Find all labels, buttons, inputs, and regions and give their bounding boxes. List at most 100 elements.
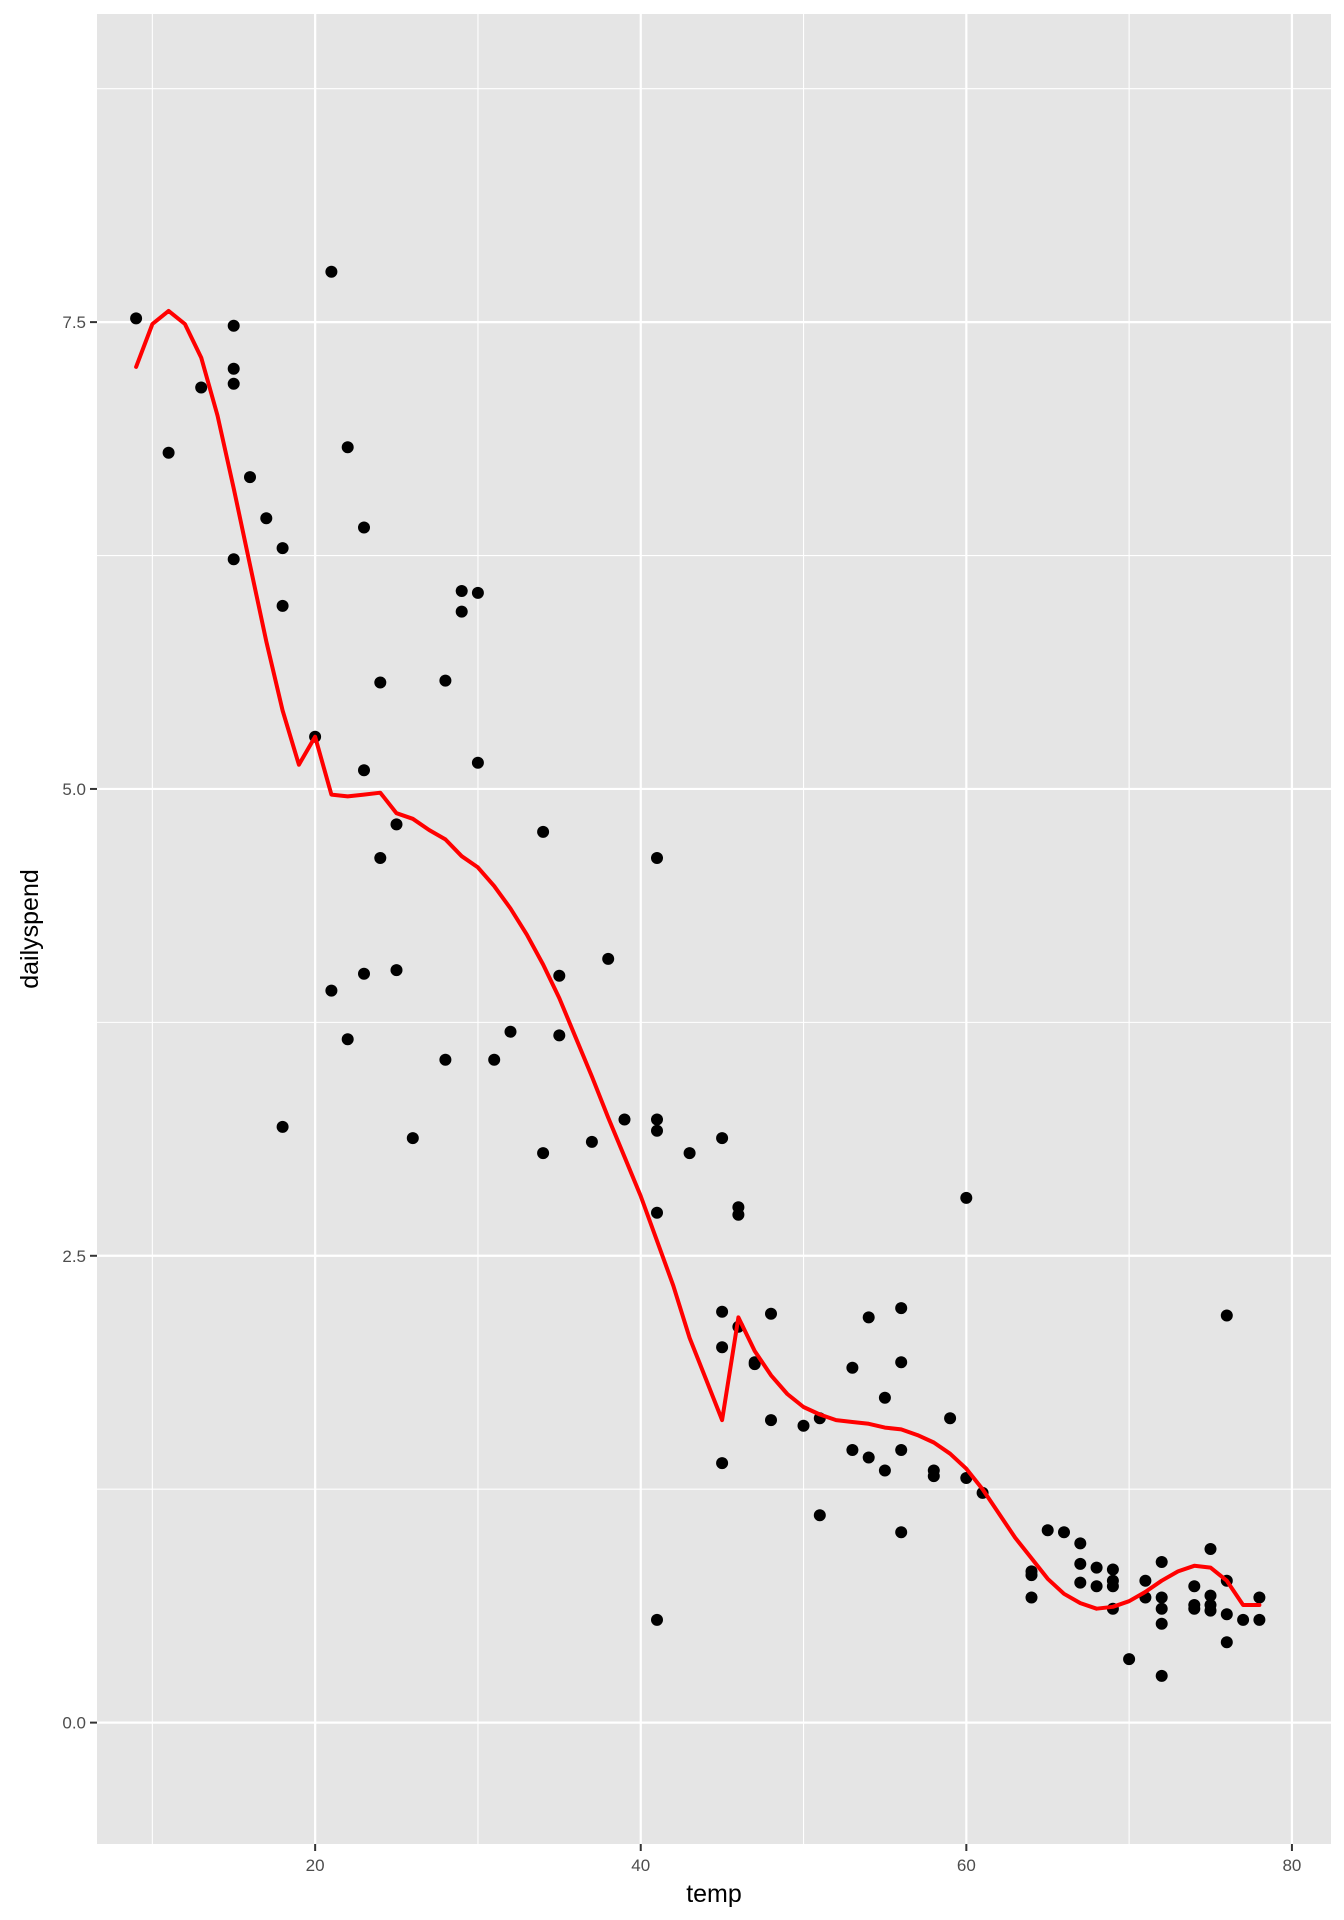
data-point — [325, 265, 338, 278]
data-point — [1204, 1589, 1217, 1602]
data-point — [895, 1356, 908, 1369]
data-point — [895, 1526, 908, 1539]
data-point — [130, 312, 143, 325]
data-point — [651, 1124, 663, 1137]
data-point — [1253, 1591, 1266, 1604]
data-point — [455, 585, 468, 597]
data-point — [1204, 1604, 1217, 1617]
data-point — [325, 984, 338, 997]
data-point — [276, 599, 289, 612]
data-point — [1139, 1574, 1152, 1587]
data-point — [1155, 1591, 1168, 1604]
data-point — [1074, 1557, 1087, 1570]
data-point — [1106, 1563, 1119, 1576]
major-gridlines — [97, 14, 1331, 1844]
data-point — [390, 964, 403, 977]
data-point — [1188, 1602, 1201, 1615]
data-point — [1204, 1543, 1217, 1555]
data-point — [651, 852, 663, 864]
data-point — [862, 1311, 875, 1324]
data-point — [276, 1120, 289, 1133]
data-point — [1155, 1556, 1168, 1568]
data-point — [1155, 1669, 1168, 1682]
data-point — [537, 825, 550, 838]
data-point — [878, 1391, 891, 1404]
data-point — [846, 1361, 859, 1374]
smooth-trend-line — [134, 308, 1262, 1611]
data-point — [1220, 1608, 1233, 1621]
data-point — [553, 1029, 566, 1042]
data-point — [374, 676, 387, 689]
data-point — [358, 521, 370, 534]
data-point — [716, 1341, 729, 1354]
data-point — [1237, 1613, 1250, 1626]
data-point — [716, 1132, 729, 1145]
data-point — [471, 586, 484, 599]
data-point — [1123, 1653, 1136, 1666]
data-point — [716, 1305, 729, 1318]
data-point — [895, 1302, 908, 1315]
x-tick-label: 20 — [306, 1856, 325, 1875]
data-point — [651, 1206, 663, 1219]
data-point — [553, 969, 566, 982]
minor-gridlines — [97, 14, 1331, 1844]
x-axis-title: temp — [686, 1880, 742, 1908]
data-point — [683, 1147, 696, 1160]
x-tick-label: 60 — [957, 1856, 976, 1875]
data-point — [1090, 1561, 1103, 1574]
y-tick-label: 0.0 — [62, 1714, 86, 1733]
data-point — [960, 1191, 973, 1204]
data-point — [358, 967, 370, 980]
data-point — [1220, 1636, 1233, 1649]
data-point — [276, 542, 289, 555]
data-point — [227, 377, 240, 390]
data-point — [944, 1412, 957, 1425]
data-point — [504, 1025, 517, 1038]
data-point — [341, 1033, 354, 1046]
data-point — [895, 1444, 908, 1456]
data-points — [130, 265, 1266, 1682]
data-point — [537, 1147, 550, 1160]
data-point — [390, 818, 403, 831]
data-point — [846, 1444, 859, 1456]
data-point — [1058, 1526, 1070, 1539]
data-point — [439, 674, 452, 687]
data-point — [765, 1307, 777, 1320]
data-point — [797, 1419, 810, 1432]
data-point — [341, 441, 354, 454]
data-point — [651, 1613, 663, 1626]
data-point — [488, 1053, 501, 1066]
data-point — [162, 446, 175, 459]
data-point — [1090, 1580, 1103, 1593]
data-point — [862, 1451, 875, 1464]
data-point — [716, 1457, 729, 1470]
data-point — [618, 1113, 631, 1126]
data-point — [1155, 1617, 1168, 1630]
data-point — [1253, 1613, 1266, 1626]
data-point — [1025, 1569, 1038, 1582]
x-tick-label: 80 — [1282, 1856, 1301, 1875]
data-point — [358, 764, 370, 777]
data-point — [1074, 1576, 1087, 1589]
data-point — [585, 1135, 598, 1148]
data-point — [732, 1208, 745, 1221]
y-axis-title: dailyspend — [16, 869, 44, 989]
data-point — [439, 1053, 452, 1066]
data-point — [406, 1132, 419, 1145]
plot-panel — [97, 14, 1331, 1844]
data-point — [813, 1509, 826, 1522]
y-tick-label: 5.0 — [62, 780, 86, 799]
x-tick-label: 40 — [631, 1856, 650, 1875]
data-point — [1220, 1309, 1233, 1322]
x-axis-ticks: 20 40 60 80 — [306, 1844, 1301, 1875]
data-point — [1155, 1602, 1168, 1615]
data-point — [927, 1470, 940, 1483]
data-point — [455, 605, 468, 618]
data-point — [765, 1414, 777, 1427]
data-point — [1041, 1524, 1054, 1537]
data-point — [471, 756, 484, 769]
data-point — [227, 362, 240, 375]
y-tick-label: 7.5 — [62, 313, 86, 332]
data-point — [195, 381, 208, 394]
